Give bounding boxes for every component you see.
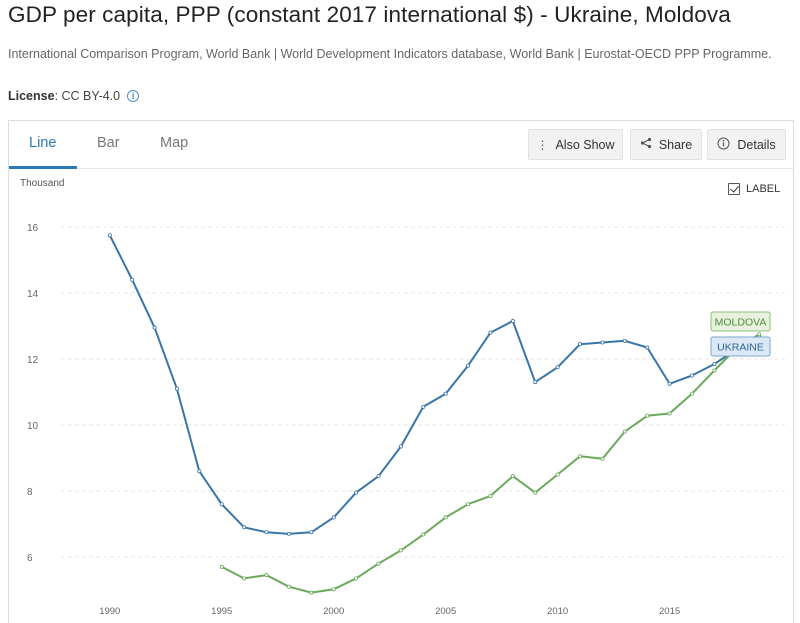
data-point-ukraine[interactable] [667, 381, 672, 386]
y-tick-label: 16 [27, 223, 39, 234]
series-line-ukraine[interactable] [108, 234, 760, 535]
data-point-moldova[interactable] [578, 454, 583, 459]
data-point-moldova[interactable] [443, 515, 448, 520]
license-value: : CC BY-4.0 [54, 89, 121, 103]
data-point-moldova[interactable] [689, 391, 694, 396]
data-point-moldova[interactable] [712, 368, 717, 373]
also-show-button[interactable]: ⋮ Also Show [528, 129, 623, 160]
data-point-ukraine[interactable] [533, 380, 538, 385]
y-tick-label: 12 [27, 355, 39, 366]
data-point-moldova[interactable] [242, 576, 247, 581]
label-toggle-text: LABEL [746, 183, 781, 195]
line-chart: 6 8 10 12 14 16 1990 1995 2000 2005 2010 2015 MOLD… [27, 223, 785, 617]
data-point-ukraine[interactable] [309, 530, 314, 535]
end-label-ukraine: UKRAINE [717, 342, 764, 354]
data-point-ukraine[interactable] [174, 386, 179, 391]
data-point-ukraine[interactable] [197, 469, 202, 474]
data-point-moldova[interactable] [757, 332, 762, 337]
series-line-moldova[interactable] [221, 333, 760, 594]
data-point-ukraine[interactable] [242, 525, 247, 530]
tab-bar[interactable]: Bar [97, 135, 120, 151]
data-point-moldova[interactable] [309, 590, 314, 595]
data-point-ukraine[interactable] [331, 515, 336, 520]
data-point-ukraine[interactable] [689, 373, 694, 378]
data-point-ukraine[interactable] [152, 325, 157, 330]
chart-card: Line Bar Map ⋮ Also Show Share Details T… [8, 120, 794, 623]
share-label: Share [658, 137, 693, 152]
x-tick-label: 2005 [435, 606, 456, 617]
data-point-ukraine[interactable] [130, 277, 135, 282]
y-tick-label: 14 [27, 289, 39, 300]
info-circle-icon [717, 137, 730, 153]
data-point-moldova[interactable] [555, 472, 560, 477]
data-point-moldova[interactable] [600, 456, 605, 461]
x-tick-label: 2015 [659, 606, 680, 617]
share-icon [640, 137, 652, 152]
data-point-ukraine[interactable] [421, 404, 426, 409]
chart-tabs: Line Bar Map ⋮ Also Show Share Details [9, 121, 793, 169]
x-tick-label: 2010 [547, 606, 568, 617]
data-point-moldova[interactable] [264, 573, 269, 578]
y-tick-label: 10 [27, 421, 39, 432]
y-axis-unit-label: Thousand [20, 178, 65, 189]
data-point-ukraine[interactable] [398, 444, 403, 449]
data-point-moldova[interactable] [421, 532, 426, 537]
also-show-label: Also Show [555, 137, 615, 152]
data-point-ukraine[interactable] [443, 391, 448, 396]
end-label-box-ukraine [710, 336, 771, 357]
data-point-ukraine[interactable] [264, 530, 269, 535]
more-vertical-icon: ⋮ [536, 137, 549, 152]
y-tick-label: 6 [27, 553, 33, 564]
data-point-moldova[interactable] [376, 561, 381, 566]
data-point-ukraine[interactable] [354, 490, 359, 495]
data-point-ukraine[interactable] [510, 319, 515, 324]
data-point-ukraine[interactable] [286, 531, 291, 536]
page-title: GDP per capita, PPP (constant 2017 inter… [8, 2, 731, 27]
data-point-moldova[interactable] [667, 411, 672, 416]
data-point-ukraine[interactable] [578, 342, 583, 347]
x-tick-label: 2000 [323, 606, 344, 617]
data-point-ukraine[interactable] [488, 330, 493, 335]
data-point-moldova[interactable] [488, 493, 493, 498]
data-point-ukraine[interactable] [107, 233, 112, 238]
data-point-ukraine[interactable] [466, 363, 471, 368]
data-point-ukraine[interactable] [219, 502, 224, 507]
data-point-moldova[interactable] [219, 564, 224, 569]
end-label-box-moldova [710, 311, 771, 332]
label-checkbox[interactable] [728, 183, 740, 195]
end-label-moldova: MOLDOVA [715, 317, 767, 329]
data-point-moldova[interactable] [510, 474, 515, 479]
active-tab-indicator [9, 166, 77, 169]
data-point-moldova[interactable] [466, 502, 471, 507]
share-button[interactable]: Share [630, 129, 702, 160]
license-line: License : CC BY-4.0 i [8, 89, 140, 103]
data-point-ukraine[interactable] [555, 365, 560, 370]
data-point-ukraine[interactable] [376, 474, 381, 479]
data-point-moldova[interactable] [354, 576, 359, 581]
tab-line[interactable]: Line [29, 135, 57, 151]
info-icon[interactable]: i [127, 90, 140, 102]
data-point-ukraine[interactable] [712, 361, 717, 366]
source-text: International Comparison Program, World … [8, 47, 772, 61]
data-point-moldova[interactable] [645, 413, 650, 418]
details-label: Details [737, 137, 776, 152]
data-point-moldova[interactable] [533, 490, 538, 495]
data-point-moldova[interactable] [331, 587, 336, 592]
x-tick-label: 1995 [211, 606, 232, 617]
details-button[interactable]: Details [707, 129, 786, 160]
y-tick-label: 8 [27, 487, 33, 498]
license-label: License [8, 89, 55, 103]
x-tick-label: 1990 [99, 606, 120, 617]
data-point-moldova[interactable] [398, 548, 403, 553]
data-point-moldova[interactable] [622, 429, 627, 434]
label-toggle[interactable]: LABEL [728, 183, 780, 195]
data-point-ukraine[interactable] [645, 345, 650, 350]
data-point-ukraine[interactable] [600, 340, 605, 345]
tab-map[interactable]: Map [160, 135, 189, 151]
data-point-ukraine[interactable] [622, 338, 627, 343]
data-point-moldova[interactable] [286, 584, 291, 589]
